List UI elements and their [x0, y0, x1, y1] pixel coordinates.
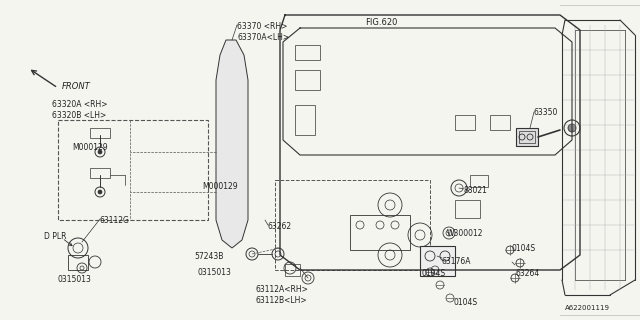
Text: 0315013: 0315013 [58, 275, 92, 284]
Bar [490, 115, 510, 130]
Bar [58, 120, 208, 220]
Text: D PLR: D PLR [44, 232, 67, 241]
Text: A622001119: A622001119 [565, 305, 610, 311]
Bar [455, 115, 475, 130]
Text: W300012: W300012 [447, 229, 483, 238]
Circle shape [98, 150, 102, 154]
Circle shape [568, 124, 576, 132]
Text: 0104S: 0104S [422, 269, 446, 278]
Bar [295, 45, 320, 60]
Bar [350, 215, 410, 250]
Text: 57243B: 57243B [194, 252, 223, 261]
Text: M000129: M000129 [72, 143, 108, 152]
Bar [519, 131, 535, 143]
Bar [285, 264, 300, 276]
Text: 63262: 63262 [268, 222, 292, 231]
Bar [470, 175, 488, 187]
Text: 63176A: 63176A [442, 257, 472, 266]
Polygon shape [216, 40, 248, 248]
Bar [90, 168, 110, 178]
Bar [516, 128, 538, 146]
Bar [455, 200, 480, 218]
Text: 63370 <RH>: 63370 <RH> [237, 22, 287, 31]
Text: 63370A<LH>: 63370A<LH> [237, 33, 289, 42]
Text: 63320A <RH>: 63320A <RH> [52, 100, 108, 109]
Bar [295, 70, 320, 90]
Circle shape [98, 190, 102, 194]
Text: 88021: 88021 [464, 186, 488, 195]
Bar [420, 246, 455, 276]
Text: 0104S: 0104S [453, 298, 477, 307]
Text: 0104S: 0104S [511, 244, 535, 253]
Bar [68, 255, 88, 270]
Text: 63264: 63264 [515, 269, 540, 278]
Bar [90, 128, 110, 138]
Text: 63350: 63350 [534, 108, 558, 117]
Text: M000129: M000129 [202, 182, 237, 191]
Text: FRONT: FRONT [62, 82, 91, 91]
Text: 63112A<RH>: 63112A<RH> [256, 285, 309, 294]
Text: FIG.620: FIG.620 [365, 18, 397, 27]
Bar [275, 180, 430, 270]
Text: 63320B <LH>: 63320B <LH> [52, 111, 106, 120]
Bar [295, 105, 315, 135]
Text: 63112G: 63112G [100, 216, 130, 225]
Text: 63112B<LH>: 63112B<LH> [256, 296, 308, 305]
Text: 0315013: 0315013 [198, 268, 232, 277]
